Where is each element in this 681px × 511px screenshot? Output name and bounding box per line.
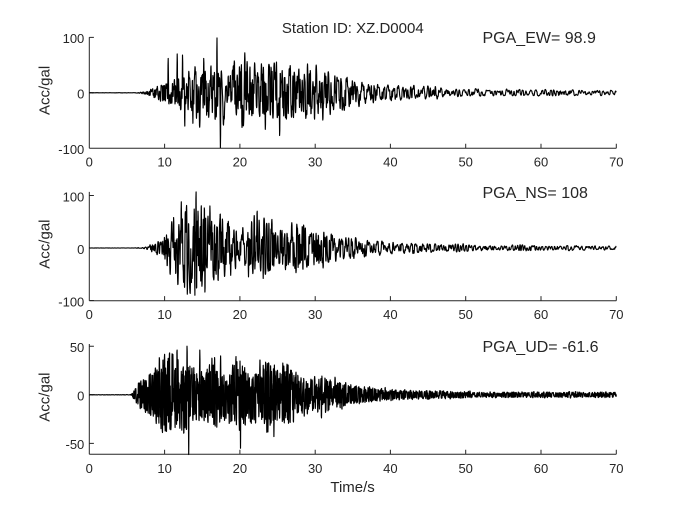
svg-text:70: 70 — [609, 155, 623, 170]
svg-text:-100: -100 — [58, 294, 84, 309]
svg-text:20: 20 — [233, 307, 247, 322]
svg-text:0: 0 — [86, 155, 93, 170]
svg-text:PGA_EW= 98.9: PGA_EW= 98.9 — [483, 30, 596, 47]
svg-text:30: 30 — [308, 155, 322, 170]
svg-text:10: 10 — [157, 307, 171, 322]
svg-text:50: 50 — [458, 307, 472, 322]
svg-text:30: 30 — [308, 307, 322, 322]
svg-text:50: 50 — [458, 155, 472, 170]
svg-text:10: 10 — [157, 461, 171, 476]
svg-text:0: 0 — [77, 87, 84, 102]
svg-text:20: 20 — [233, 155, 247, 170]
svg-text:60: 60 — [534, 155, 548, 170]
svg-text:0: 0 — [77, 389, 84, 404]
svg-text:-100: -100 — [58, 142, 84, 157]
svg-text:60: 60 — [534, 461, 548, 476]
svg-text:PGA_NS= 108: PGA_NS= 108 — [483, 185, 589, 202]
svg-text:0: 0 — [86, 307, 93, 322]
svg-text:50: 50 — [458, 461, 472, 476]
svg-text:40: 40 — [383, 155, 397, 170]
svg-text:70: 70 — [609, 461, 623, 476]
svg-text:40: 40 — [383, 307, 397, 322]
svg-text:50: 50 — [70, 340, 84, 355]
svg-text:20: 20 — [233, 461, 247, 476]
svg-text:-50: -50 — [66, 437, 85, 452]
svg-text:60: 60 — [534, 307, 548, 322]
svg-text:Time/s: Time/s — [330, 479, 374, 496]
svg-text:Acc/gal: Acc/gal — [36, 372, 53, 421]
svg-text:Acc/gal: Acc/gal — [36, 66, 53, 115]
svg-text:70: 70 — [609, 307, 623, 322]
svg-text:Acc/gal: Acc/gal — [36, 219, 53, 268]
svg-text:40: 40 — [383, 461, 397, 476]
svg-text:0: 0 — [77, 242, 84, 257]
svg-text:10: 10 — [157, 155, 171, 170]
svg-text:Station ID: XZ.D0004: Station ID: XZ.D0004 — [282, 20, 424, 37]
svg-text:30: 30 — [308, 461, 322, 476]
svg-text:100: 100 — [63, 31, 85, 46]
svg-text:100: 100 — [63, 189, 85, 204]
svg-text:PGA_UD= -61.6: PGA_UD= -61.6 — [483, 339, 599, 356]
svg-text:0: 0 — [86, 461, 93, 476]
